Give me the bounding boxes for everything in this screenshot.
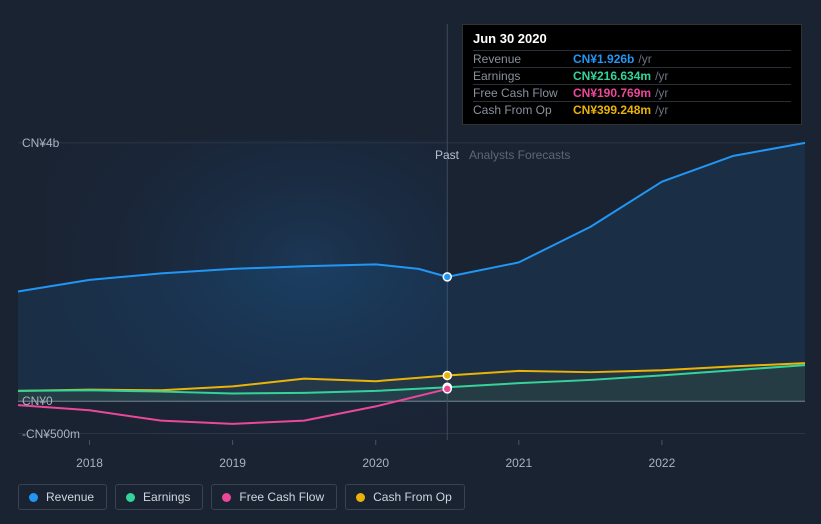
legend-swatch — [356, 493, 365, 502]
tooltip-label: Earnings — [473, 69, 573, 83]
tooltip-label: Revenue — [473, 52, 573, 66]
legend-swatch — [126, 493, 135, 502]
tooltip-value: CN¥1.926b — [573, 52, 634, 66]
tooltip-unit: /yr — [655, 103, 668, 117]
legend-label: Earnings — [143, 490, 190, 504]
tooltip-date: Jun 30 2020 — [473, 29, 791, 50]
legend-label: Revenue — [46, 490, 94, 504]
legend-item-fcf[interactable]: Free Cash Flow — [211, 484, 337, 510]
tooltip-row: Revenue CN¥1.926b /yr — [473, 50, 791, 67]
x-tick-label: 2020 — [362, 456, 389, 470]
legend-item-earnings[interactable]: Earnings — [115, 484, 203, 510]
tooltip-row: Free Cash Flow CN¥190.769m /yr — [473, 84, 791, 101]
forecast-label: Analysts Forecasts — [469, 148, 570, 162]
x-tick-label: 2018 — [76, 456, 103, 470]
tooltip-unit: /yr — [655, 86, 668, 100]
legend-swatch — [29, 493, 38, 502]
tooltip-value: CN¥216.634m — [573, 69, 651, 83]
y-tick-label: CN¥4b — [22, 136, 59, 150]
tooltip-row: Earnings CN¥216.634m /yr — [473, 67, 791, 84]
x-tick-label: 2022 — [649, 456, 676, 470]
y-tick-label: -CN¥500m — [22, 427, 80, 441]
x-tick-label: 2021 — [505, 456, 532, 470]
tooltip-value: CN¥190.769m — [573, 86, 651, 100]
tooltip-unit: /yr — [655, 69, 668, 83]
chart-legend: Revenue Earnings Free Cash Flow Cash Fro… — [18, 484, 465, 510]
chart-tooltip: Jun 30 2020 Revenue CN¥1.926b /yr Earnin… — [462, 24, 802, 125]
tooltip-value: CN¥399.248m — [573, 103, 651, 117]
tooltip-label: Free Cash Flow — [473, 86, 573, 100]
legend-label: Cash From Op — [373, 490, 452, 504]
x-tick-label: 2019 — [219, 456, 246, 470]
legend-label: Free Cash Flow — [239, 490, 324, 504]
y-tick-label: CN¥0 — [22, 394, 53, 408]
legend-item-cashop[interactable]: Cash From Op — [345, 484, 465, 510]
tooltip-unit: /yr — [638, 52, 651, 66]
legend-swatch — [222, 493, 231, 502]
tooltip-label: Cash From Op — [473, 103, 573, 117]
tooltip-row: Cash From Op CN¥399.248m /yr — [473, 101, 791, 118]
past-label: Past — [435, 148, 459, 162]
legend-item-revenue[interactable]: Revenue — [18, 484, 107, 510]
